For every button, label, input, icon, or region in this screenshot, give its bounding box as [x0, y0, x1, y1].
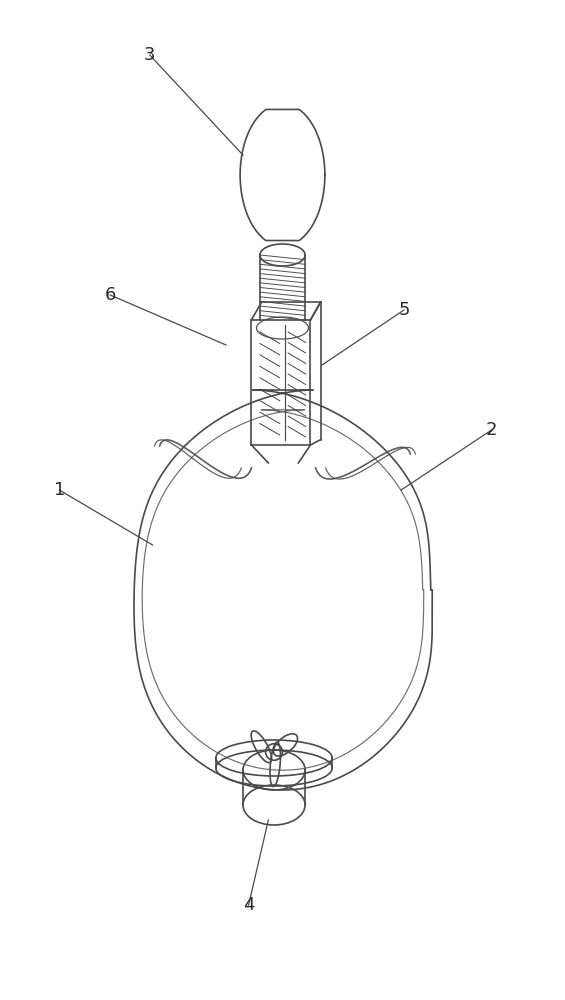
Text: 2: 2	[486, 421, 497, 439]
Text: 4: 4	[243, 896, 254, 914]
Text: 1: 1	[54, 481, 65, 499]
Text: 5: 5	[398, 301, 410, 319]
Text: 3: 3	[144, 46, 155, 64]
Text: 6: 6	[105, 286, 116, 304]
